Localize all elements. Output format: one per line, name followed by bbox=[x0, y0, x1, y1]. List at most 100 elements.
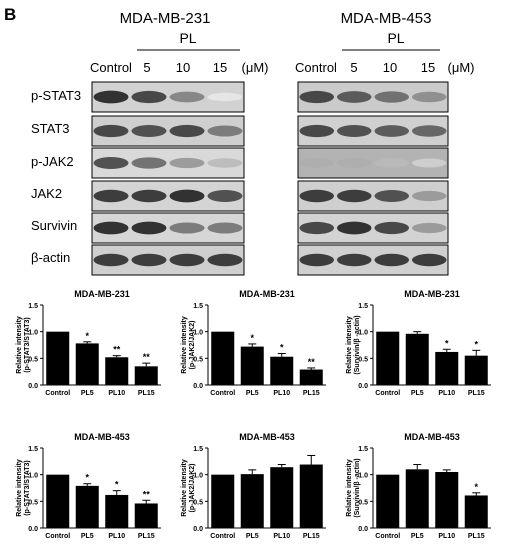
bar bbox=[435, 472, 459, 528]
x-tick-label: PL15 bbox=[468, 390, 485, 397]
x-tick-label: Control bbox=[45, 390, 70, 397]
x-tick-label: PL15 bbox=[303, 390, 320, 397]
y-tick-label: 1.5 bbox=[28, 303, 38, 310]
membrane-MDA-MB-453-p-STAT3 bbox=[297, 81, 449, 113]
lane-label-10-231: 10 bbox=[176, 60, 190, 75]
x-tick-label: Control bbox=[210, 390, 235, 397]
blot-band bbox=[207, 92, 243, 102]
y-axis-label: Relative intensity(p-STAT3/STAT3) bbox=[16, 459, 31, 517]
blot-band bbox=[299, 158, 334, 168]
blot-band bbox=[337, 158, 372, 168]
blot-band bbox=[412, 91, 447, 103]
blot-band bbox=[374, 158, 409, 168]
bar bbox=[105, 494, 129, 528]
bar bbox=[211, 474, 235, 528]
y-tick-label: 1.5 bbox=[358, 446, 368, 453]
blot-band bbox=[93, 189, 129, 203]
significance-marker: * bbox=[85, 331, 89, 341]
blot-band bbox=[412, 158, 447, 168]
unit-label-231: (μM) bbox=[242, 60, 269, 75]
bar-chart-5: MDA-MB-453 0.0 0.5 1.0 1.5 Relative intensity… bbox=[181, 432, 326, 540]
blot-band bbox=[169, 91, 205, 103]
y-tick-label: 0.0 bbox=[193, 383, 203, 390]
y-tick-label: 0.0 bbox=[358, 526, 368, 533]
significance-marker: ** bbox=[308, 357, 316, 367]
significance-marker: * bbox=[250, 333, 254, 343]
y-tick-label: 1.5 bbox=[193, 303, 203, 310]
bar-chart-1: MDA-MB-231 0.0 0.5 1.0 1.5 Relative intensity… bbox=[16, 289, 161, 397]
y-axis-label: Relative intensity(p-JAK2/JAK2) bbox=[181, 316, 196, 374]
bar bbox=[46, 331, 70, 385]
bar-chart-3: MDA-MB-231 0.0 0.5 1.0 1.5 Relative intensity… bbox=[346, 289, 491, 397]
chart-title: MDA-MB-453 bbox=[74, 432, 130, 442]
bar bbox=[299, 369, 323, 385]
x-tick-label: PL5 bbox=[411, 533, 424, 540]
y-axis-label: Relative intensity(p-JAK2/JAK2) bbox=[181, 459, 196, 517]
bar bbox=[270, 467, 294, 528]
y-tick-label: 0.0 bbox=[28, 526, 38, 533]
bar bbox=[211, 331, 235, 385]
blot-band bbox=[337, 253, 372, 267]
x-tick-label: PL5 bbox=[411, 390, 424, 397]
x-tick-label: PL10 bbox=[438, 390, 455, 397]
x-tick-label: Control bbox=[45, 533, 70, 540]
lane-label-5-453: 5 bbox=[350, 60, 357, 75]
blot-band bbox=[131, 221, 167, 235]
membrane-MDA-MB-453-Survivin bbox=[297, 212, 449, 244]
blot-band bbox=[93, 157, 129, 169]
significance-marker: * bbox=[115, 480, 119, 490]
significance-marker: ** bbox=[113, 345, 121, 355]
blot-band bbox=[299, 253, 334, 267]
protein-label-p-stat3: p-STAT3 bbox=[31, 88, 81, 103]
cell-line-label-453: MDA-MB-453 bbox=[341, 10, 432, 27]
membrane-MDA-MB-453-STAT3 bbox=[297, 115, 449, 147]
y-tick-label: 0.0 bbox=[358, 383, 368, 390]
y-tick-label: 1.0 bbox=[358, 330, 368, 337]
significance-marker: * bbox=[474, 482, 478, 492]
protein-label-beta-actin: β-actin bbox=[31, 250, 70, 265]
x-tick-label: PL15 bbox=[138, 533, 155, 540]
treatment-label-453: PL bbox=[387, 30, 404, 46]
x-tick-label: PL5 bbox=[246, 533, 259, 540]
y-tick-label: 0.0 bbox=[28, 383, 38, 390]
x-tick-label: PL15 bbox=[303, 533, 320, 540]
blot-band bbox=[131, 125, 167, 137]
bar-chart-4: MDA-MB-453 0.0 0.5 1.0 1.5 Relative intensity… bbox=[16, 432, 161, 540]
membrane-MDA-MB-231-β-actin bbox=[91, 244, 245, 276]
x-tick-label: PL15 bbox=[138, 390, 155, 397]
blot-band bbox=[93, 124, 129, 138]
significance-marker: ** bbox=[143, 489, 151, 499]
bar bbox=[134, 366, 158, 385]
treatment-label-231: PL bbox=[179, 30, 196, 46]
bar bbox=[46, 474, 70, 528]
protein-label-p-jak2: p-JAK2 bbox=[31, 154, 74, 169]
y-tick-label: 0.5 bbox=[28, 356, 38, 363]
bar bbox=[134, 503, 158, 528]
chart-title: MDA-MB-453 bbox=[404, 432, 460, 442]
blot-band bbox=[169, 222, 205, 234]
blot-band bbox=[207, 158, 243, 168]
lane-label-control-231: Control bbox=[90, 60, 132, 75]
y-tick-label: 0.5 bbox=[28, 499, 38, 506]
x-tick-label: PL5 bbox=[81, 533, 94, 540]
x-tick-label: PL10 bbox=[108, 390, 125, 397]
blot-band bbox=[299, 189, 334, 203]
y-tick-label: 1.0 bbox=[358, 473, 368, 480]
western-blot-membranes bbox=[91, 81, 449, 276]
blot-band bbox=[374, 125, 409, 137]
chart-title: MDA-MB-453 bbox=[239, 432, 295, 442]
bar bbox=[464, 355, 488, 385]
blot-band bbox=[412, 190, 447, 202]
x-tick-label: PL10 bbox=[438, 533, 455, 540]
y-tick-label: 1.0 bbox=[28, 330, 38, 337]
blot-band bbox=[93, 90, 129, 104]
blot-band bbox=[207, 222, 243, 234]
blot-band bbox=[412, 125, 447, 137]
blot-band bbox=[412, 253, 447, 267]
x-tick-label: PL10 bbox=[108, 533, 125, 540]
blot-band bbox=[299, 221, 334, 235]
bar bbox=[405, 469, 429, 528]
x-tick-label: Control bbox=[375, 390, 400, 397]
blot-band bbox=[374, 253, 409, 267]
lane-label-15-453: 15 bbox=[421, 60, 435, 75]
